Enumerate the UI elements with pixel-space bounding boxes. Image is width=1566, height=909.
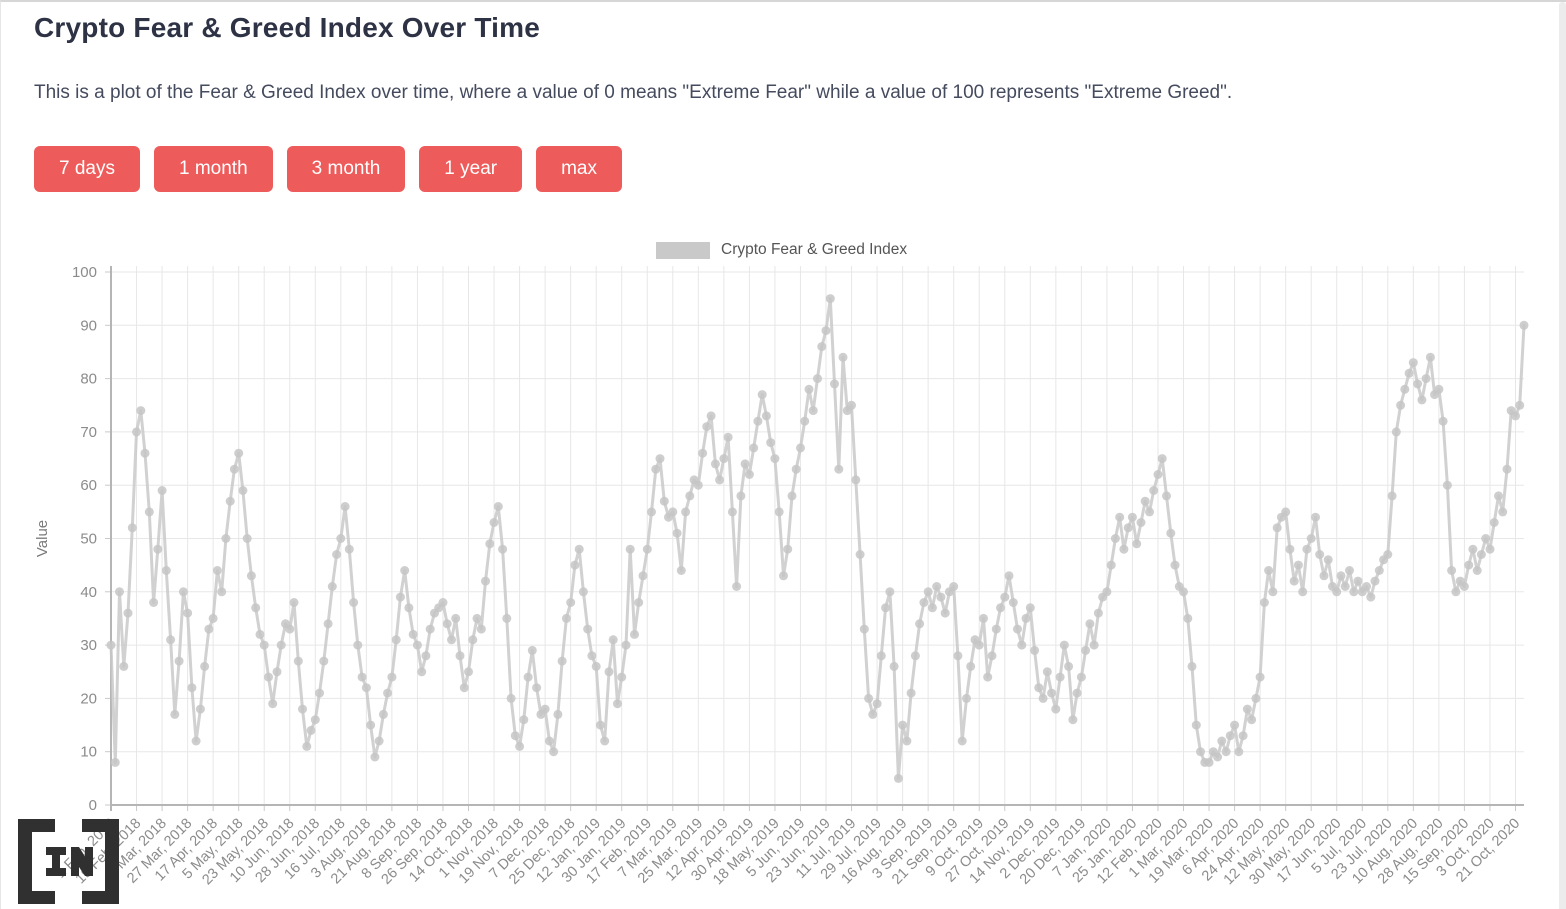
range-buttons: 7 days 1 month 3 month 1 year max xyxy=(34,146,623,192)
y-axis-title: Value xyxy=(34,520,51,557)
range-button-7-days[interactable]: 7 days xyxy=(34,146,140,192)
svg-text:70: 70 xyxy=(80,424,97,441)
chart-legend[interactable]: Crypto Fear & Greed Index xyxy=(656,241,907,259)
page-title: Crypto Fear & Greed Index Over Time xyxy=(34,12,540,43)
scrollbar[interactable] xyxy=(1559,2,1566,909)
legend-swatch xyxy=(656,241,710,259)
range-button-max[interactable]: max xyxy=(536,146,623,192)
svg-text:10: 10 xyxy=(80,744,97,761)
legend-label: Crypto Fear & Greed Index xyxy=(721,241,908,258)
in-brackets-icon xyxy=(18,819,119,904)
beincrypto-in-logo xyxy=(18,819,119,904)
range-button-1-year[interactable]: 1 year xyxy=(419,146,523,192)
range-button-3-month[interactable]: 3 month xyxy=(286,146,406,192)
svg-text:80: 80 xyxy=(80,371,97,388)
svg-text:60: 60 xyxy=(80,477,97,494)
svg-text:50: 50 xyxy=(80,531,97,548)
svg-text:100: 100 xyxy=(72,264,97,281)
description: This is a plot of the Fear & Greed Index… xyxy=(34,82,1233,103)
svg-text:20: 20 xyxy=(80,690,97,707)
svg-text:40: 40 xyxy=(80,584,97,601)
svg-text:30: 30 xyxy=(80,637,97,654)
range-button-1-month[interactable]: 1 month xyxy=(153,146,273,192)
svg-text:0: 0 xyxy=(89,797,97,814)
svg-text:90: 90 xyxy=(80,317,97,334)
